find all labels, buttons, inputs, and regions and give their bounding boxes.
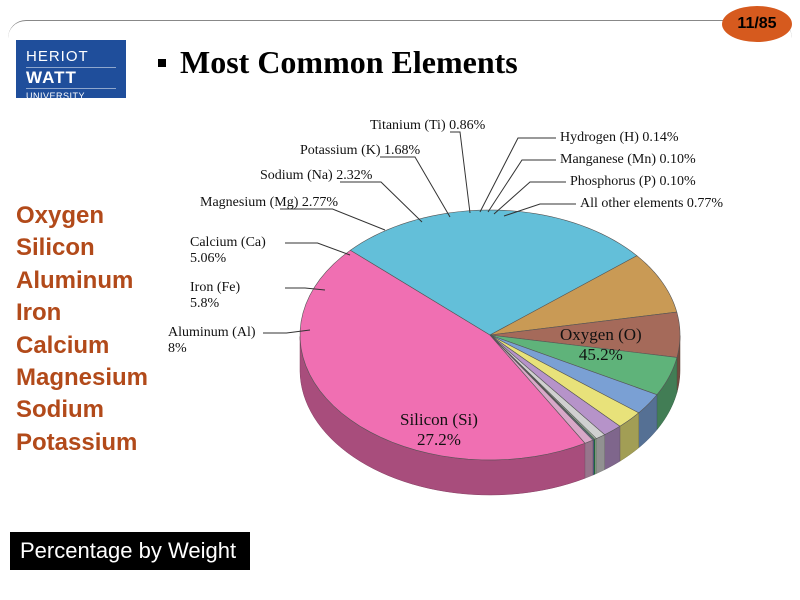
element-list-item: Aluminum	[16, 265, 148, 297]
pie-leader-line	[280, 209, 385, 230]
pie-slice-label: Hydrogen (H) 0.14%	[560, 130, 679, 146]
page-number: 11/85	[737, 15, 776, 33]
pie-leader-line	[480, 138, 556, 212]
logo-line2: WATT	[26, 67, 116, 89]
slide-title-row: Most Common Elements	[158, 44, 518, 81]
pie-slice-side	[596, 435, 604, 474]
logo-line3: UNIVERSITY	[26, 91, 116, 101]
element-list: OxygenSiliconAluminumIronCalciumMagnesiu…	[16, 200, 148, 459]
pie-slice-label: Silicon (Si) 27.2%	[400, 410, 478, 449]
university-logo: HERIOT WATT UNIVERSITY	[16, 40, 126, 98]
pie-leader-line	[450, 132, 470, 213]
element-list-item: Magnesium	[16, 362, 148, 394]
element-list-item: Sodium	[16, 394, 148, 426]
pie-slice-label: Oxygen (O) 45.2%	[560, 325, 642, 364]
logo-line1: HERIOT	[26, 48, 116, 65]
pie-slice-label: All other elements 0.77%	[580, 196, 723, 212]
pie-slice-label: Titanium (Ti) 0.86%	[370, 118, 485, 134]
pie-chart-svg	[160, 100, 800, 550]
pie-leader-line	[340, 182, 422, 222]
pie-slice-label: Magnesium (Mg) 2.77%	[200, 195, 338, 211]
pie-leader-line	[285, 243, 350, 255]
title-bullet-icon	[158, 59, 166, 67]
pie-slice-label: Potassium (K) 1.68%	[300, 143, 420, 159]
pie-chart: Oxygen (O) 45.2% Silicon (Si) 27.2% Alumin…	[160, 100, 800, 550]
pie-slice-label: Calcium (Ca) 5.06%	[190, 235, 266, 267]
element-list-item: Iron	[16, 297, 148, 329]
pie-slice-side	[585, 440, 593, 478]
element-list-item: Calcium	[16, 330, 148, 362]
element-list-item: Oxygen	[16, 200, 148, 232]
pie-slice-label: Iron (Fe) 5.8%	[190, 280, 240, 312]
pie-slice-label: Phosphorus (P) 0.10%	[570, 174, 696, 190]
pie-slice-label: Aluminum (Al) 8%	[168, 325, 256, 357]
element-list-item: Silicon	[16, 232, 148, 264]
page-number-badge: 11/85	[722, 6, 792, 42]
pie-slice-label: Sodium (Na) 2.32%	[260, 168, 372, 184]
slide-title: Most Common Elements	[180, 44, 518, 80]
element-list-item: Potassium	[16, 427, 148, 459]
pie-leader-line	[380, 157, 450, 217]
pie-slice-label: Manganese (Mn) 0.10%	[560, 152, 696, 168]
